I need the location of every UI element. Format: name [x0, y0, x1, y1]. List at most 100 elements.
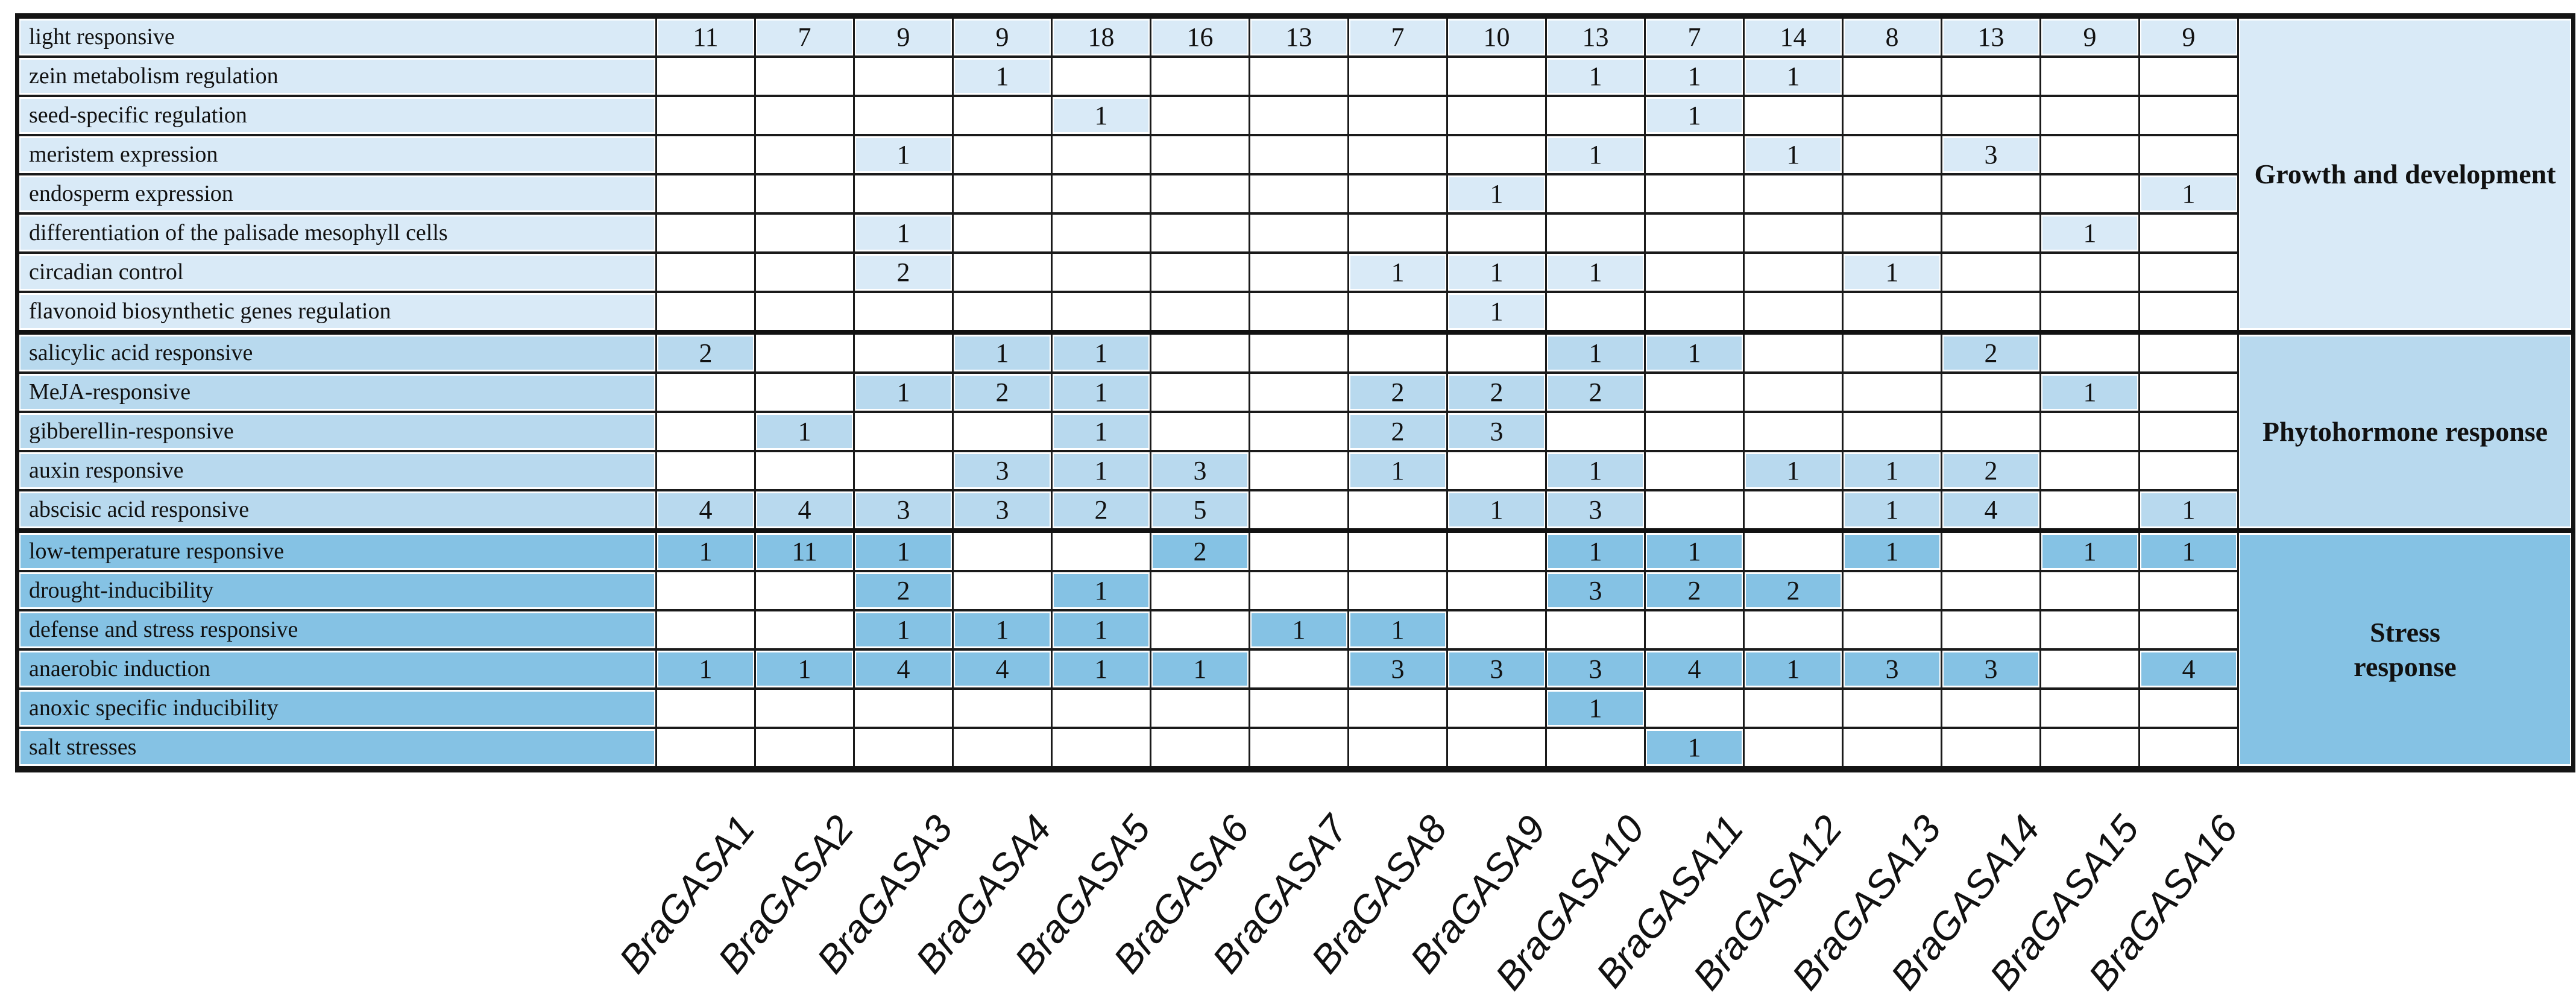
cell-value: 2: [1746, 574, 1841, 607]
value-cell: 1: [952, 609, 1053, 651]
row-label-cell: meristem expression: [16, 134, 657, 175]
empty-cell: [1347, 55, 1448, 97]
row-label-cell: salicylic acid responsive: [16, 330, 657, 374]
empty-cell: [1941, 727, 2041, 771]
cell-value: 1: [1548, 336, 1643, 370]
empty-cell: [1150, 330, 1250, 374]
table-row: salt stresses 1: [16, 727, 2574, 771]
cell-value: 1: [1054, 613, 1148, 646]
empty-cell: [1941, 95, 2041, 136]
table-row: zein metabolism regulation 1 1 1 1: [16, 55, 2574, 97]
cell-value: 4: [1647, 652, 1742, 686]
cell-value: 1: [2042, 535, 2137, 568]
category-cell: Phytohormone response: [2237, 330, 2574, 532]
empty-cell: [1743, 687, 1844, 729]
empty-cell: [952, 134, 1053, 175]
row-label-cell: flavonoid biosynthetic genes regulation: [16, 291, 657, 333]
empty-cell: [754, 727, 855, 771]
empty-cell: [1644, 450, 1745, 491]
empty-cell: [1051, 134, 1151, 175]
empty-cell: [1347, 134, 1448, 175]
cell-value: 1: [1548, 256, 1643, 289]
value-cell: 9: [2138, 14, 2239, 58]
value-cell: 2: [1051, 489, 1151, 532]
value-cell: 1: [1842, 528, 1942, 572]
empty-cell: [1249, 173, 1349, 215]
empty-cell: [1743, 251, 1844, 293]
empty-cell: [853, 450, 954, 491]
value-cell: 1: [2138, 173, 2239, 215]
cell-value: 2: [1944, 336, 2038, 370]
empty-cell: [1743, 173, 1844, 215]
category-label: Phytohormone response: [2240, 336, 2570, 526]
value-cell: 7: [1644, 14, 1745, 58]
value-cell: 4: [853, 648, 954, 690]
table-row: MeJA-responsive 1 2 1 2 2 2 1: [16, 371, 2574, 413]
value-cell: 1: [754, 648, 855, 690]
value-cell: 1: [1545, 450, 1646, 491]
empty-cell: [1051, 291, 1151, 333]
cell-value: 2: [1647, 574, 1742, 607]
cell-value: 4: [955, 652, 1050, 686]
cell-value: 3: [1548, 574, 1643, 607]
value-cell: 3: [1545, 648, 1646, 690]
row-label-cell: endosperm expression: [16, 173, 657, 215]
empty-cell: [1941, 55, 2041, 97]
table-row: seed-specific regulation 1 1: [16, 95, 2574, 136]
cell-value: 1: [1548, 60, 1643, 93]
empty-cell: [1051, 528, 1151, 572]
row-label-cell: auxin responsive: [16, 450, 657, 491]
table-row: abscisic acid responsive 4 4 3 3 2 5 1 3 1 4 1: [16, 489, 2574, 532]
cell-value: 3: [1944, 138, 2038, 171]
cell-value: 1: [658, 652, 753, 686]
empty-cell: [1051, 212, 1151, 254]
value-cell: 3: [1941, 134, 2041, 175]
cell-value: 11: [658, 21, 753, 54]
empty-cell: [952, 528, 1053, 572]
empty-cell: [655, 371, 756, 413]
empty-cell: [1249, 648, 1349, 690]
empty-cell: [1051, 55, 1151, 97]
value-cell: 2: [853, 251, 954, 293]
value-cell: 1: [2039, 528, 2140, 572]
row-label: differentiation of the palisade mesophyl…: [20, 216, 654, 250]
value-cell: 1: [1743, 648, 1844, 690]
value-cell: 11: [655, 14, 756, 58]
empty-cell: [853, 95, 954, 136]
cell-value: 4: [856, 652, 951, 686]
empty-cell: [2039, 411, 2140, 452]
row-label: circadian control: [20, 256, 654, 289]
value-cell: 1: [853, 609, 954, 651]
value-cell: 1: [1347, 609, 1448, 651]
row-label-cell: zein metabolism regulation: [16, 55, 657, 97]
empty-cell: [1545, 609, 1646, 651]
value-cell: 1: [1446, 173, 1547, 215]
value-cell: 2: [1644, 570, 1745, 611]
empty-cell: [1249, 570, 1349, 611]
empty-cell: [2039, 330, 2140, 374]
value-cell: 2: [1446, 371, 1547, 413]
cell-value: 1: [1746, 138, 1841, 171]
value-cell: 2: [853, 570, 954, 611]
empty-cell: [952, 687, 1053, 729]
value-cell: 1: [1051, 609, 1151, 651]
empty-cell: [1941, 570, 2041, 611]
empty-cell: [655, 687, 756, 729]
value-cell: 1: [1644, 330, 1745, 374]
value-cell: 1: [1051, 648, 1151, 690]
cell-value: 1: [1548, 454, 1643, 487]
empty-cell: [1545, 173, 1646, 215]
cell-value: 1: [1449, 256, 1544, 289]
empty-cell: [754, 330, 855, 374]
table-row: endosperm expression 1 1: [16, 173, 2574, 215]
table-row: circadian control 2 1 1 1 1: [16, 251, 2574, 293]
empty-cell: [853, 55, 954, 97]
cell-value: 1: [1350, 256, 1445, 289]
empty-cell: [952, 291, 1053, 333]
row-label-cell: seed-specific regulation: [16, 95, 657, 136]
empty-cell: [952, 251, 1053, 293]
empty-cell: [655, 173, 756, 215]
row-label: zein metabolism regulation: [20, 60, 654, 93]
value-cell: 3: [952, 489, 1053, 532]
cis-element-table: light responsive 11 7 9 9 18 16 13 7 10 13 7 14 8 13 9 9…: [15, 13, 2575, 772]
